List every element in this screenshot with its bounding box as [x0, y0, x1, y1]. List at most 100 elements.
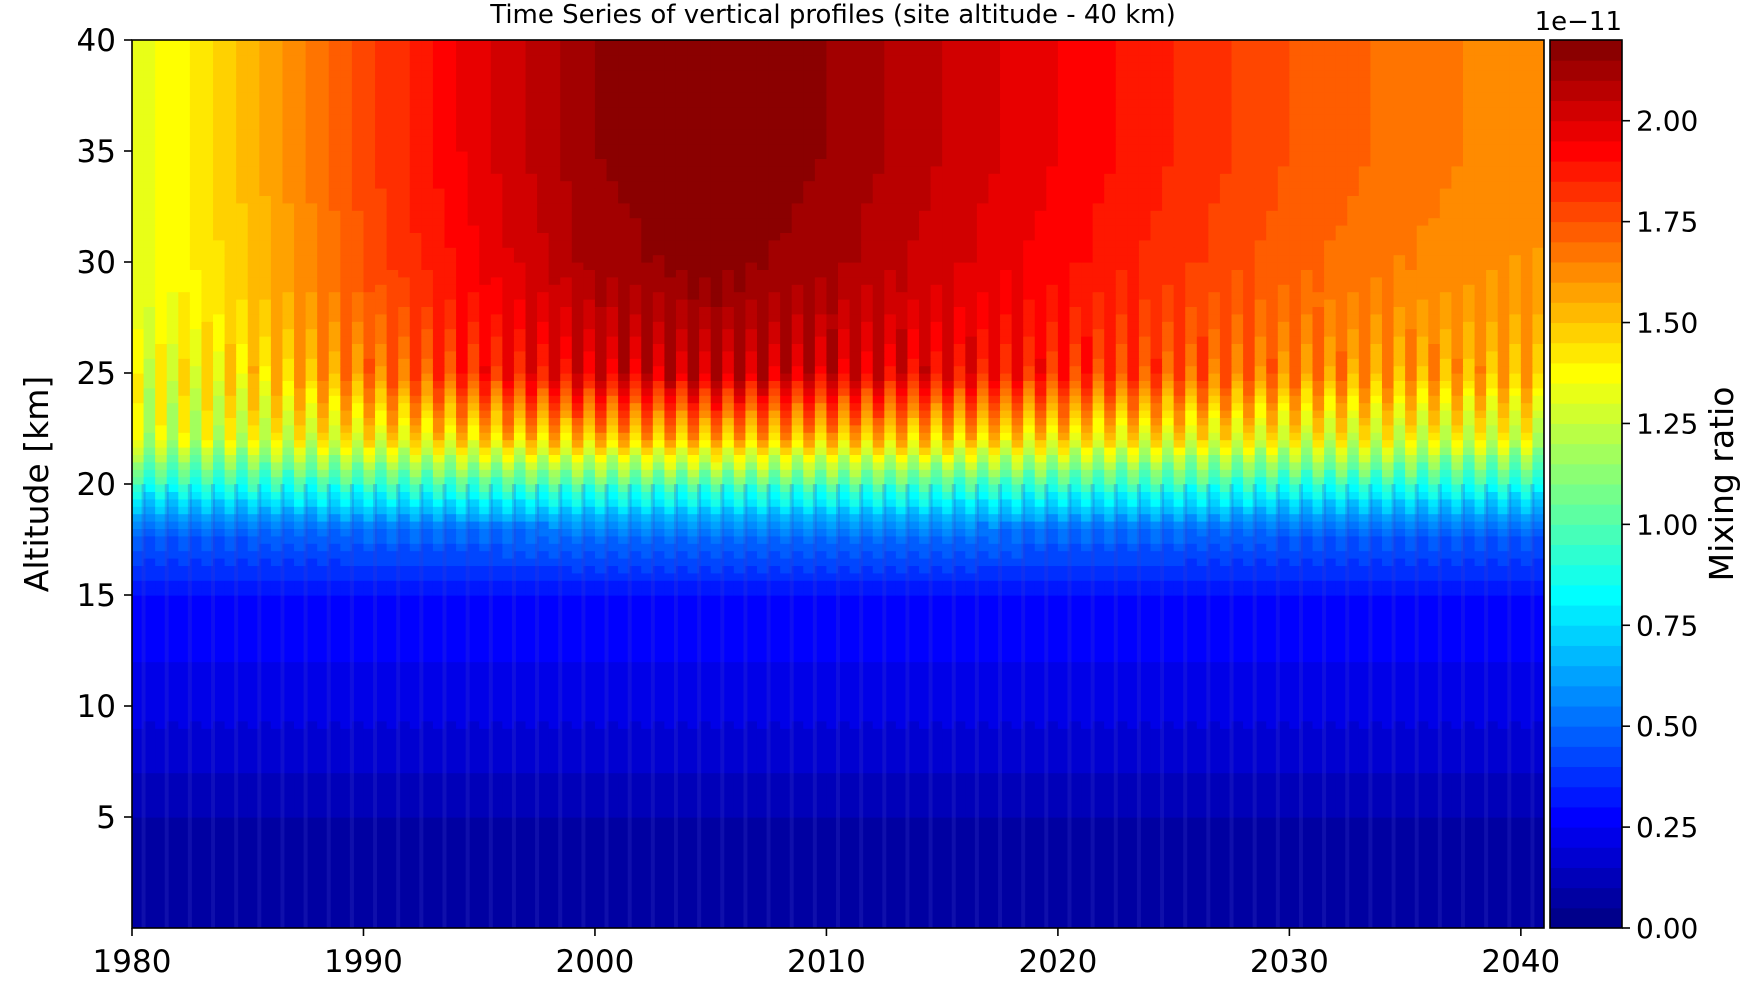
- heatmap-cell: [618, 868, 631, 877]
- heatmap-cell: [1023, 920, 1036, 928]
- heatmap-cell: [398, 876, 411, 885]
- heatmap-cell: [409, 846, 422, 855]
- heatmap-cell: [1000, 898, 1013, 907]
- heatmap-cell: [1520, 868, 1534, 877]
- heatmap-cell: [513, 883, 527, 892]
- heatmap-cell: [733, 861, 747, 870]
- heatmap-cell: [340, 913, 353, 922]
- heatmap-cell: [236, 891, 249, 899]
- heatmap-cell: [652, 920, 665, 928]
- heatmap-cell: [745, 913, 758, 922]
- heatmap-cell: [652, 905, 665, 914]
- heatmap-cell: [849, 846, 862, 855]
- heatmap-cell: [976, 868, 990, 877]
- heatmap-cell: [919, 846, 932, 855]
- heatmap-cell: [1196, 883, 1209, 892]
- heatmap-cell: [1081, 861, 1094, 870]
- heatmap-cell: [1451, 920, 1464, 928]
- heatmap-cell: [398, 905, 411, 914]
- heatmap-cell: [1416, 854, 1429, 862]
- heatmap-cell: [398, 883, 411, 892]
- heatmap-cell: [1115, 868, 1128, 877]
- heatmap-cell: [1011, 920, 1024, 928]
- heatmap-cell: [1034, 913, 1047, 922]
- heatmap-cell: [988, 913, 1001, 922]
- heatmap-cell: [1451, 883, 1464, 892]
- heatmap-cell: [629, 898, 642, 907]
- heatmap-cell: [1127, 868, 1140, 877]
- heatmap-cell: [872, 846, 885, 855]
- heatmap-cell: [201, 883, 214, 892]
- heatmap-cell: [178, 839, 191, 848]
- heatmap-cell: [1115, 876, 1128, 885]
- heatmap-cell: [583, 913, 596, 922]
- heatmap-cell: [1277, 905, 1290, 914]
- heatmap-cell: [1381, 854, 1395, 862]
- heatmap-cell: [294, 868, 307, 877]
- heatmap-cell: [1312, 898, 1325, 907]
- heatmap-cell: [201, 898, 214, 907]
- heatmap-cell: [1381, 883, 1395, 892]
- heatmap-cell: [1208, 883, 1221, 892]
- heatmap-cell: [710, 868, 723, 877]
- heatmap-cell: [629, 854, 642, 862]
- heatmap-cell: [143, 854, 156, 862]
- heatmap-cell: [606, 913, 619, 922]
- heatmap-cell: [282, 913, 295, 922]
- heatmap-cell: [1439, 913, 1453, 922]
- heatmap-cell: [224, 868, 237, 877]
- heatmap-cell: [838, 854, 851, 862]
- heatmap-cell: [1104, 868, 1117, 877]
- heatmap-cell: [201, 846, 214, 855]
- heatmap-cell: [1370, 868, 1383, 877]
- heatmap-cell: [213, 883, 226, 892]
- heatmap-cell: [1497, 891, 1510, 899]
- heatmap-cell: [1243, 846, 1256, 855]
- heatmap-cell: [1057, 861, 1071, 870]
- heatmap-cell: [1185, 868, 1198, 877]
- heatmap-cell: [1300, 846, 1314, 855]
- heatmap-cell: [1243, 883, 1256, 892]
- heatmap-cell: [1277, 898, 1290, 907]
- heatmap-cell: [768, 891, 781, 899]
- heatmap-cell: [1486, 861, 1499, 870]
- heatmap-cell: [907, 898, 920, 907]
- heatmap-cell: [479, 913, 492, 922]
- heatmap-cell: [537, 868, 550, 877]
- heatmap-cell: [340, 920, 353, 928]
- heatmap-cell: [317, 876, 330, 885]
- heatmap-cell: [259, 861, 272, 870]
- heatmap-cell: [930, 898, 943, 907]
- heatmap-cell: [872, 913, 885, 922]
- heatmap-cell: [1520, 920, 1534, 928]
- heatmap-cell: [745, 920, 758, 928]
- heatmap-cell: [1381, 905, 1395, 914]
- heatmap-cell: [1127, 891, 1140, 899]
- heatmap-cell: [1243, 913, 1256, 922]
- heatmap-cell: [861, 898, 874, 907]
- heatmap-cell: [1034, 854, 1047, 862]
- heatmap-cell: [166, 861, 179, 870]
- heatmap-cell: [872, 898, 885, 907]
- heatmap-cell: [409, 891, 422, 899]
- heatmap-cell: [618, 876, 631, 885]
- heatmap-cell: [236, 854, 249, 862]
- heatmap-cell: [1486, 898, 1499, 907]
- heatmap-cell: [1474, 898, 1487, 907]
- heatmap-cell: [687, 876, 700, 885]
- heatmap-cell: [861, 883, 874, 892]
- heatmap-cell: [282, 876, 295, 885]
- heatmap-cell: [1405, 920, 1418, 928]
- heatmap-cell: [1034, 876, 1047, 885]
- heatmap-cell: [1358, 846, 1371, 855]
- heatmap-cell: [953, 920, 966, 928]
- heatmap-cell: [328, 868, 341, 877]
- heatmap-cell: [1428, 913, 1441, 922]
- heatmap-cell: [548, 861, 561, 870]
- heatmap-cell: [1196, 913, 1209, 922]
- heatmap-cell: [1462, 891, 1476, 899]
- heatmap-cell: [351, 846, 365, 855]
- heatmap-cell: [1324, 898, 1337, 907]
- heatmap-cell: [1416, 868, 1429, 877]
- heatmap-cell: [1509, 846, 1522, 855]
